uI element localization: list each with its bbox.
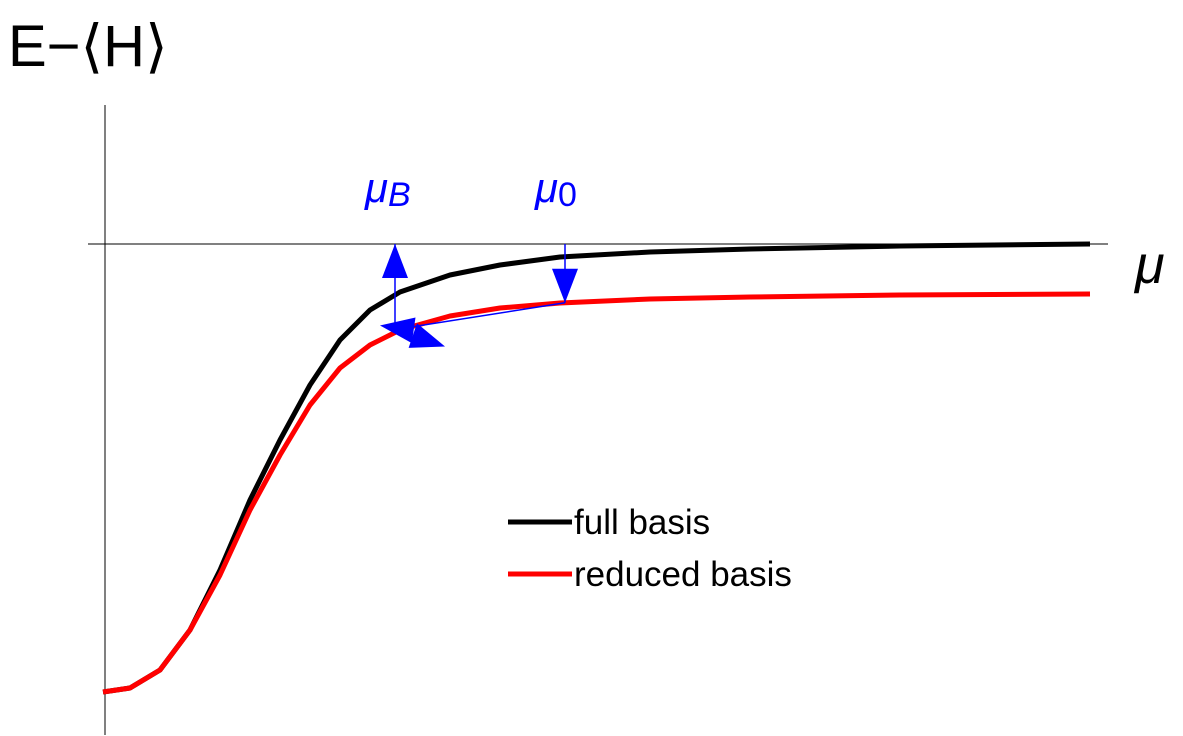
annotation-label: μ0: [534, 164, 577, 214]
line-series: [102, 291, 1091, 695]
arrow-head: [382, 244, 408, 278]
legend-label: reduced basis: [574, 555, 792, 594]
annotation-subscript: 0: [558, 176, 577, 214]
annotation-subscript: B: [388, 176, 411, 214]
arrow-head: [408, 323, 445, 348]
arrow-head: [552, 268, 578, 303]
x-axis-label: μ: [1133, 235, 1165, 295]
annotation-symbol: μ: [534, 164, 558, 211]
legend-label: full basis: [574, 503, 710, 542]
arrow-head: [380, 317, 416, 344]
y-axis-label: E−⟨H⟩: [8, 14, 168, 79]
annotation-symbol: μ: [364, 164, 388, 211]
annotation-label: μB: [364, 164, 411, 214]
arrow-shaft: [394, 302, 566, 331]
line-series: [102, 241, 1091, 695]
